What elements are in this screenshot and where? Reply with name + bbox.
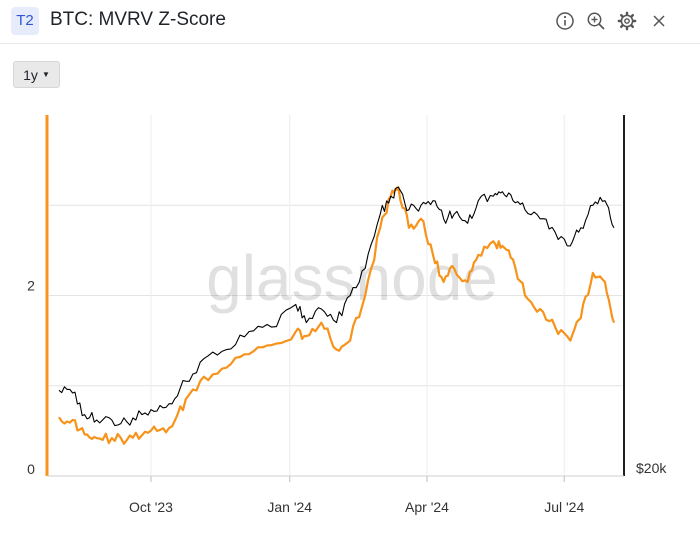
series-line-zscore (58, 186, 616, 445)
x-tick-label: Jul '24 (544, 499, 584, 515)
panel-badge: T2 (11, 7, 39, 35)
right-axis-tick-label: $20k (636, 460, 667, 476)
panel-header: T2 BTC: MVRV Z-Score (0, 0, 700, 44)
info-icon[interactable] (554, 10, 576, 32)
y-axis-ticks: 02 (27, 278, 35, 478)
y-tick-label: 2 (27, 278, 35, 294)
close-icon[interactable] (648, 10, 670, 32)
range-label: 1y (23, 66, 38, 83)
zoom-in-icon[interactable] (585, 10, 607, 32)
series-line-price (58, 186, 615, 427)
x-tick-label: Oct '23 (129, 499, 173, 515)
chevron-down-icon: ▼ (41, 70, 50, 79)
series-layer (58, 186, 616, 445)
gridlines (49, 204, 622, 387)
x-axis-ticks: Oct '23 Jan '24 Apr '24 Jul '24 (129, 115, 584, 515)
page-title: BTC: MVRV Z-Score (50, 9, 226, 30)
gear-icon[interactable] (616, 10, 638, 32)
watermark: glassnode (206, 242, 498, 314)
range-dropdown[interactable]: 1y ▼ (13, 61, 60, 88)
x-tick-label: Apr '24 (405, 499, 449, 515)
x-tick-label: Jan '24 (267, 499, 312, 515)
y-tick-label: 0 (27, 461, 35, 477)
